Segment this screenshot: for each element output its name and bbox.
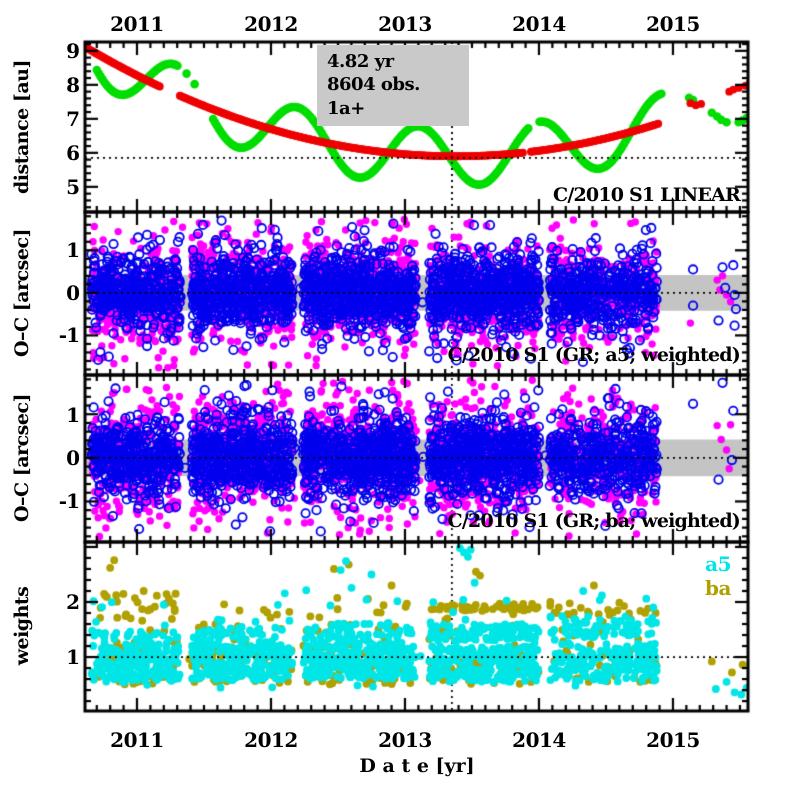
legend-item-ba: ba [705, 576, 731, 600]
y-tick-label: 9 [66, 39, 80, 63]
y-axis-title-distance: distance [au] [11, 60, 33, 194]
info-box: 4.82 yr 8604 obs. 1a+ [317, 45, 469, 127]
bottom-axis-year-label: 2014 [512, 728, 566, 752]
x-axis-title: D a t e [yr] [359, 755, 475, 777]
y-axis-title-oc-ba: O–C [arcsec] [11, 393, 33, 523]
y-tick-label: 7 [66, 107, 80, 131]
bottom-axis-year-label: 2012 [244, 728, 298, 752]
y-tick-label: 1 [66, 645, 80, 669]
y-axis-title-weights: weights [11, 586, 33, 666]
top-axis-year-label: 2012 [244, 12, 298, 36]
info-box-solution-code: 1a+ [327, 97, 365, 119]
panel-annotation-comet-name: C/2010 S1 LINEAR [553, 184, 741, 206]
y-tick-label: 5 [66, 175, 80, 199]
top-axis-year-label: 2015 [646, 12, 700, 36]
y-tick-label: 1 [66, 403, 80, 427]
y-tick-label: 2 [66, 590, 80, 614]
bottom-axis-year-label: 2011 [110, 728, 164, 752]
panel-annotation-a5: C/2010 S1 (GR; a5; weighted) [447, 344, 741, 366]
y-tick-label: -1 [58, 489, 80, 513]
bottom-axis-year-label: 2015 [646, 728, 700, 752]
info-box-arc-length: 4.82 yr [327, 51, 394, 72]
y-tick-label: 8 [66, 73, 80, 97]
y-tick-label: 1 [66, 238, 80, 262]
y-tick-label: -1 [58, 323, 80, 347]
legend-item-a5: a5 [705, 552, 731, 576]
y-tick-label: 0 [66, 281, 80, 305]
y-axis-title-oc-a5: O–C [arcsec] [11, 228, 33, 358]
top-axis-year-label: 2014 [512, 12, 566, 36]
y-tick-label: 6 [66, 141, 80, 165]
panel-annotation-ba: C/2010 S1 (GR; ba; weighted) [447, 510, 741, 532]
top-axis-year-label: 2011 [110, 12, 164, 36]
info-box-observations: 8604 obs. [327, 74, 420, 96]
top-axis-year-label: 2013 [378, 12, 432, 36]
y-tick-label: 0 [66, 446, 80, 470]
bottom-axis-year-label: 2013 [378, 728, 432, 752]
